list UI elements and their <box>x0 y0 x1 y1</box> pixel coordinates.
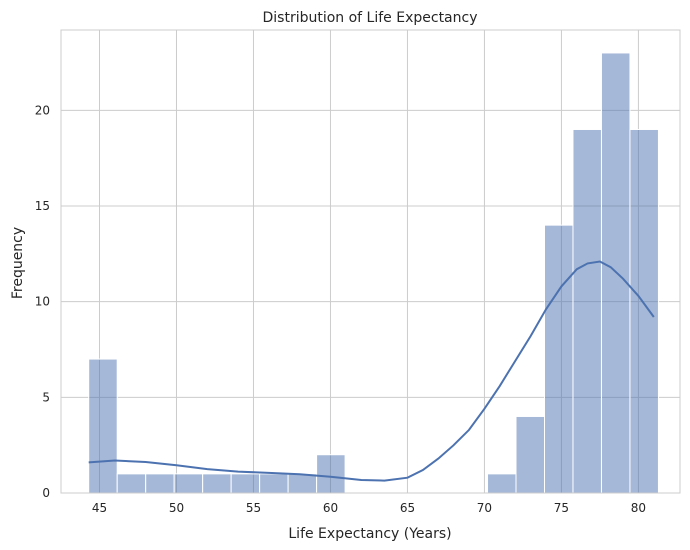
histogram-bar <box>88 358 118 494</box>
histogram-bar <box>202 473 232 494</box>
y-tick-label: 0 <box>42 486 50 500</box>
x-axis-label: Life Expectancy (Years) <box>288 526 451 542</box>
histogram-bar <box>259 473 289 494</box>
y-tick-label: 5 <box>42 390 50 404</box>
x-tick-label: 80 <box>631 501 646 515</box>
chart-title: Distribution of Life Expectancy <box>262 10 477 26</box>
histogram-bar <box>316 454 346 494</box>
y-tick-labels: 0 5 10 15 20 <box>35 103 50 500</box>
histogram-bar <box>145 473 175 494</box>
histogram-bar <box>629 128 659 494</box>
kde-density-curve <box>88 260 655 482</box>
x-tick-label: 60 <box>323 501 338 515</box>
histogram-bar <box>230 473 261 494</box>
y-tick-label: 10 <box>35 295 50 309</box>
histogram-bar <box>287 473 318 494</box>
x-tick-label: 70 <box>477 501 492 515</box>
histogram-bar <box>515 415 545 494</box>
x-tick-labels: 45 50 55 60 65 70 75 80 <box>92 501 646 515</box>
histogram-bar <box>116 473 147 494</box>
histogram-bar <box>543 224 574 494</box>
y-tick-label: 15 <box>35 199 50 213</box>
y-axis-label: Frequency <box>10 227 26 299</box>
histogram-bar <box>487 473 517 494</box>
x-tick-label: 45 <box>92 501 107 515</box>
x-tick-label: 55 <box>246 501 261 515</box>
x-tick-label: 75 <box>554 501 569 515</box>
x-tick-label: 65 <box>400 501 415 515</box>
y-tick-label: 20 <box>35 103 50 117</box>
x-tick-label: 50 <box>169 501 184 515</box>
histogram-bar <box>572 128 602 494</box>
plot-frame <box>60 29 681 494</box>
histogram-bar <box>173 473 204 494</box>
